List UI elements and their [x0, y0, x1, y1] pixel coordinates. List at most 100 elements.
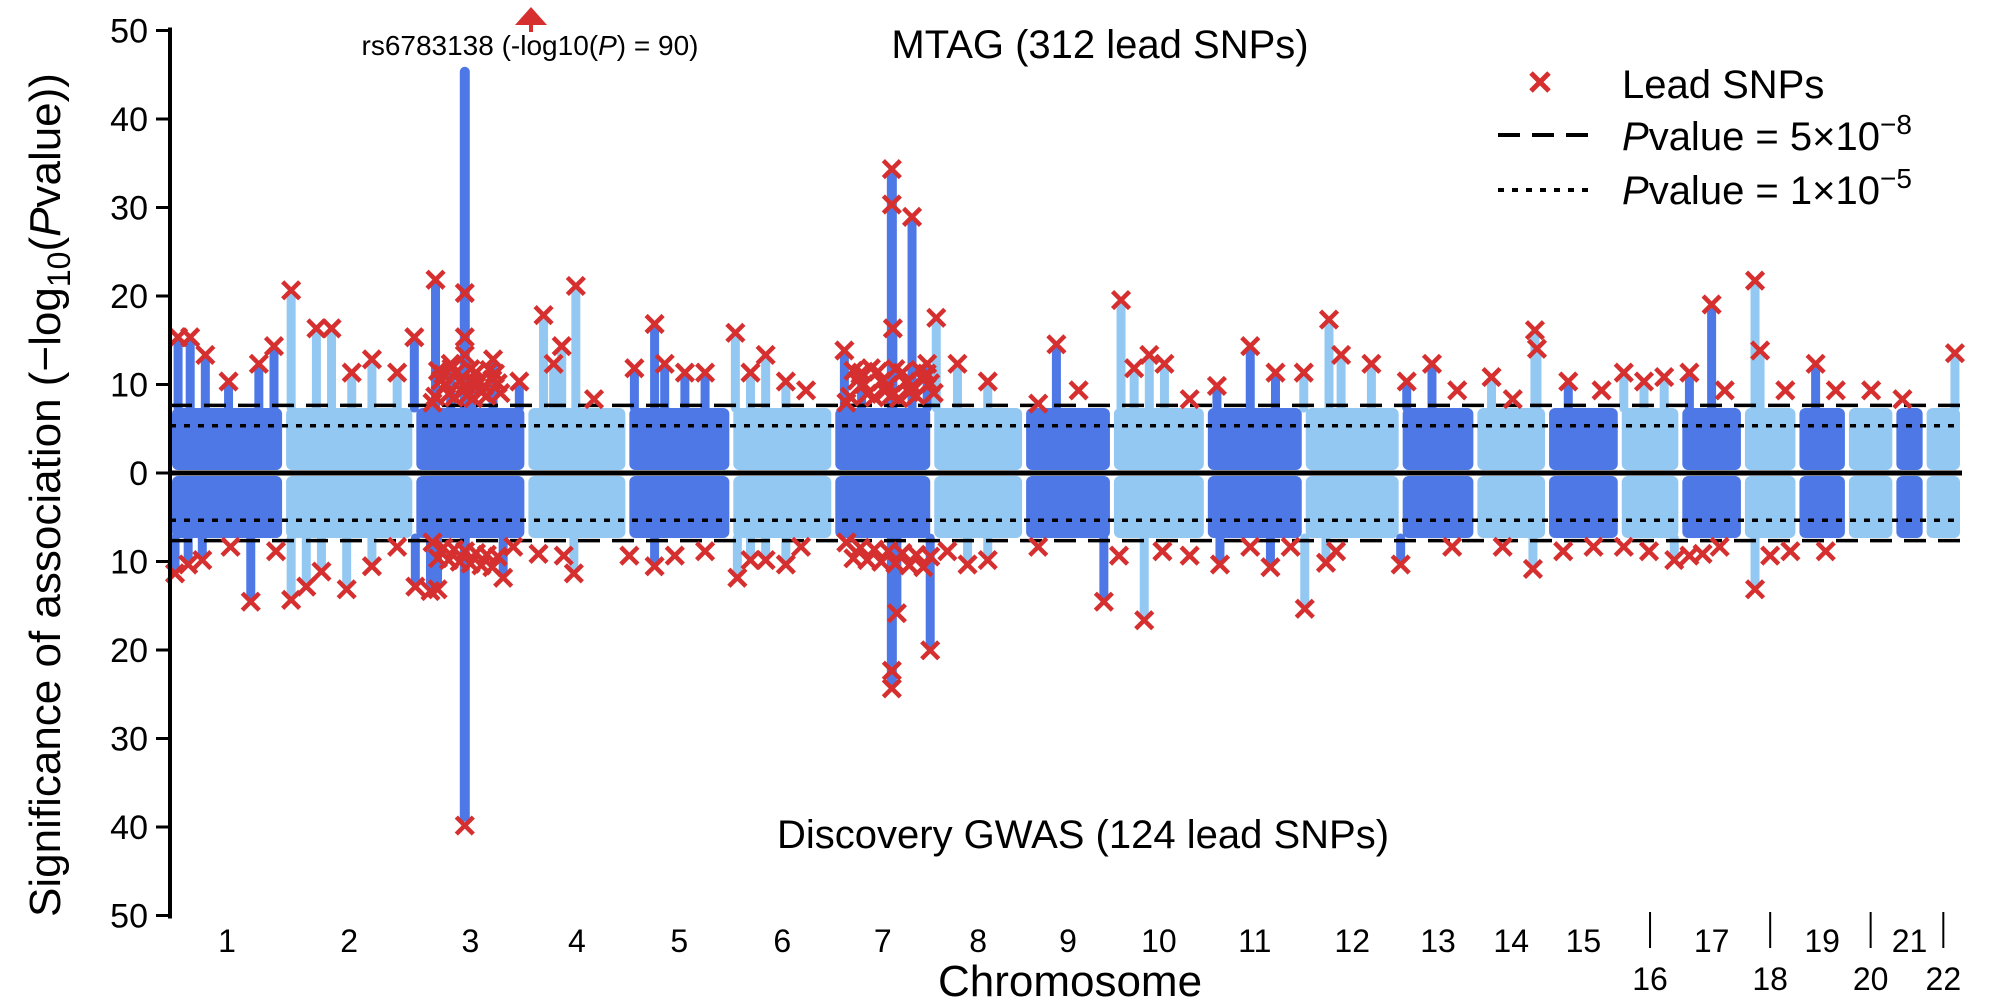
chromosome-label-2: 2: [340, 923, 358, 959]
chromosome-label-8: 8: [969, 923, 987, 959]
top-lead-snp-77: [1892, 389, 1913, 410]
top-lead-snp-73: [1775, 380, 1796, 401]
chr3-top-band: [416, 408, 525, 470]
bottom-panel-title: Discovery GWAS (124 lead SNPs): [777, 813, 1389, 857]
top-lead-snp-32: [795, 380, 817, 401]
top-lead-snp-10: [361, 349, 383, 370]
top-lead-snp-13: [425, 269, 446, 290]
chr8-top-band: [934, 408, 1023, 470]
bottom-lead-snp-23: [694, 541, 716, 562]
chr22-bottom-band: [1926, 476, 1960, 538]
chromosome-label-3: 3: [461, 923, 479, 959]
top-lead-snp-45: [1124, 358, 1145, 379]
off-scale-arrow: [515, 7, 547, 32]
legend-lead-label: Lead SNPs: [1622, 63, 1824, 107]
bottom-lead-snp-50: [1492, 536, 1513, 557]
bottom-lead-snp-49: [1442, 536, 1463, 557]
bottom-lead-snp-10: [361, 556, 383, 577]
bottom-lead-snp-12: [405, 576, 426, 597]
top-cluster-0-lead-24: [433, 364, 454, 385]
chr6-bottom-band: [733, 476, 832, 538]
top-lead-snp-36: [901, 206, 923, 227]
bottom-lead-snp-45: [1294, 598, 1315, 619]
bottom-lead-snp-26: [755, 549, 776, 571]
chr12-bottom-band: [1305, 476, 1399, 538]
chromosome-label-13: 13: [1420, 923, 1456, 959]
bottom-cluster-0-lead-0: [422, 532, 443, 553]
chromosome-label-6: 6: [773, 923, 791, 959]
legend-dashed-label: Pvalue = 5×10−8: [1622, 109, 1912, 159]
chr17-top-band: [1682, 408, 1741, 470]
y-tick-label-0: 50: [110, 13, 148, 51]
top-lead-snp-9: [341, 362, 362, 383]
chr8-bottom-band: [934, 476, 1023, 538]
top-lead-snp-26: [674, 362, 695, 383]
snp-band-layer: [172, 408, 1960, 538]
top-lead-snp-27: [694, 362, 716, 383]
bottom-lead-snp-41: [1209, 554, 1231, 575]
bottom-lead-snp-7: [296, 576, 317, 597]
top-lead-snp-56: [1396, 371, 1417, 392]
chr7-top-lead: [881, 159, 902, 180]
top-lead-snp-66: [1633, 371, 1655, 392]
chromosome-label-15: 15: [1566, 923, 1602, 959]
chr16-bottom-band: [1621, 476, 1679, 538]
bottom-lead-snp-56: [1664, 549, 1685, 571]
top-lead-snp-53: [1318, 309, 1340, 330]
top-lead-snp-59: [1481, 366, 1502, 388]
y-tick-label-10: 50: [110, 898, 148, 936]
bottom-lead-snp-37: [1108, 545, 1130, 566]
bottom-lead-snp-9: [336, 579, 357, 600]
chr21-bottom-band: [1896, 476, 1923, 538]
top-lead-snp-29: [740, 362, 761, 383]
chromosome-label-12: 12: [1334, 923, 1370, 959]
bottom-lead-snp-31: [920, 640, 941, 661]
chr3-top-lead-2: [454, 344, 475, 366]
y-tick-label-5: 0: [129, 455, 148, 493]
bottom-lead-snp-47: [1325, 541, 1347, 562]
top-panel-title: MTAG (312 lead SNPs): [891, 23, 1308, 67]
bottom-lead-snp-63: [1815, 541, 1836, 562]
bottom-cluster-0-lead-24: [433, 537, 454, 558]
chr7-top-band: [835, 408, 931, 470]
top-lead-snp-57: [1421, 353, 1443, 374]
top-lead-snp-62: [1526, 338, 1548, 359]
chr15-top-band: [1549, 408, 1618, 470]
top-lead-snp-30: [755, 344, 776, 366]
top-lead-snp-69: [1701, 294, 1722, 315]
top-lead-snp-17: [509, 371, 530, 392]
threshold-line-layer: [170, 403, 1962, 543]
bottom-lead-snp-61: [1760, 545, 1781, 566]
chr1-top-band: [172, 408, 283, 470]
y-axis-title-subscript: 10: [41, 252, 77, 288]
top-cluster-0-lead-22: [444, 387, 465, 408]
bottom-lead-snp-52: [1553, 541, 1574, 562]
bottom-lead-snp-30: [886, 603, 907, 624]
top-lead-snp-68: [1679, 362, 1700, 383]
bottom-lead-snp-4: [240, 591, 261, 612]
legend: Lead SNPs Pvalue = 5×10−8 Pvalue = 1×10−…: [1498, 63, 1912, 213]
top-snp-annotation: rs6783138 (-log10(P) = 90): [362, 30, 699, 61]
chromosome-label-22: 22: [1926, 961, 1962, 997]
chr3-bottom-band: [416, 476, 525, 538]
chr7-bottom-lead: [881, 678, 902, 699]
chromosome-label-7: 7: [874, 923, 892, 959]
bottom-lead-snp-18: [553, 545, 574, 566]
chr12-top-band: [1305, 408, 1399, 470]
top-lead-snp-8: [321, 318, 342, 339]
top-lead-snp-49: [1206, 375, 1228, 397]
y-axis-title: Significance of association (−log10(Pval…: [21, 73, 77, 917]
top-lead-snp-28: [725, 322, 746, 343]
top-lead-snp-23: [624, 358, 645, 379]
bottom-lead-snp-54: [1613, 536, 1634, 557]
top-lead-snp-63: [1558, 371, 1579, 392]
chromosome-label-18: 18: [1752, 961, 1788, 997]
top-lead-snp-41: [1028, 393, 1049, 414]
y-tick-label-8: 30: [110, 721, 148, 759]
chr20-bottom-band: [1848, 476, 1893, 538]
chr18-top-band: [1744, 408, 1796, 470]
y-tick-label-4: 10: [110, 367, 148, 405]
top-lead-snp-5: [263, 336, 285, 357]
top-lead-snp-58: [1447, 380, 1468, 401]
